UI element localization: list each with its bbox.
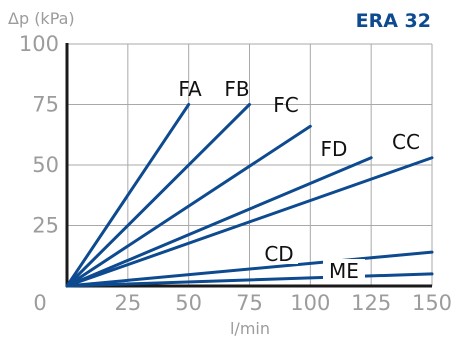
series-label-bg-cd <box>260 242 298 264</box>
series-label-fa: FA <box>178 77 202 101</box>
series-label-fd: FD <box>321 137 348 161</box>
series-label-cc: CC <box>392 130 420 154</box>
x-axis-label: l/min <box>230 319 270 338</box>
x-tick-label: 125 <box>351 291 391 315</box>
series-line-cc <box>65 156 434 288</box>
series-label-bg-me <box>323 259 365 281</box>
x-tick-label: 25 <box>114 291 141 315</box>
series-line-fd <box>65 156 373 288</box>
tick-labels: 0 25 50 75 100 125 150 25 50 75 100 <box>19 32 452 315</box>
series-line-fa <box>65 103 191 288</box>
series-label-me: ME <box>329 259 359 283</box>
series-labels: FA FB FC FD CC CD ME <box>178 77 420 283</box>
series-lines <box>65 103 434 288</box>
plot-frame <box>65 43 433 288</box>
series-label-cd: CD <box>264 242 293 266</box>
y-tick-label: 100 <box>19 32 59 56</box>
series-line-fb <box>65 103 251 288</box>
x-tick-label: 75 <box>236 291 263 315</box>
y-axis-label: Δp (kPa) <box>8 9 75 28</box>
series-line-cd <box>65 250 434 288</box>
y-tick-label: 25 <box>32 214 59 238</box>
x-tick-label: 150 <box>412 291 452 315</box>
y-tick-label: 50 <box>32 153 59 177</box>
y-tick-label: 75 <box>32 93 59 117</box>
series-label-fc: FC <box>273 93 298 117</box>
x-tick-label: 100 <box>290 291 330 315</box>
x-tick-label: 0 <box>33 291 46 315</box>
series-line-me <box>65 272 434 288</box>
series-line-fc <box>65 124 312 288</box>
x-tick-label: 50 <box>175 291 202 315</box>
series-label-fb: FB <box>224 77 249 101</box>
model-title: ERA 32 <box>356 10 431 32</box>
